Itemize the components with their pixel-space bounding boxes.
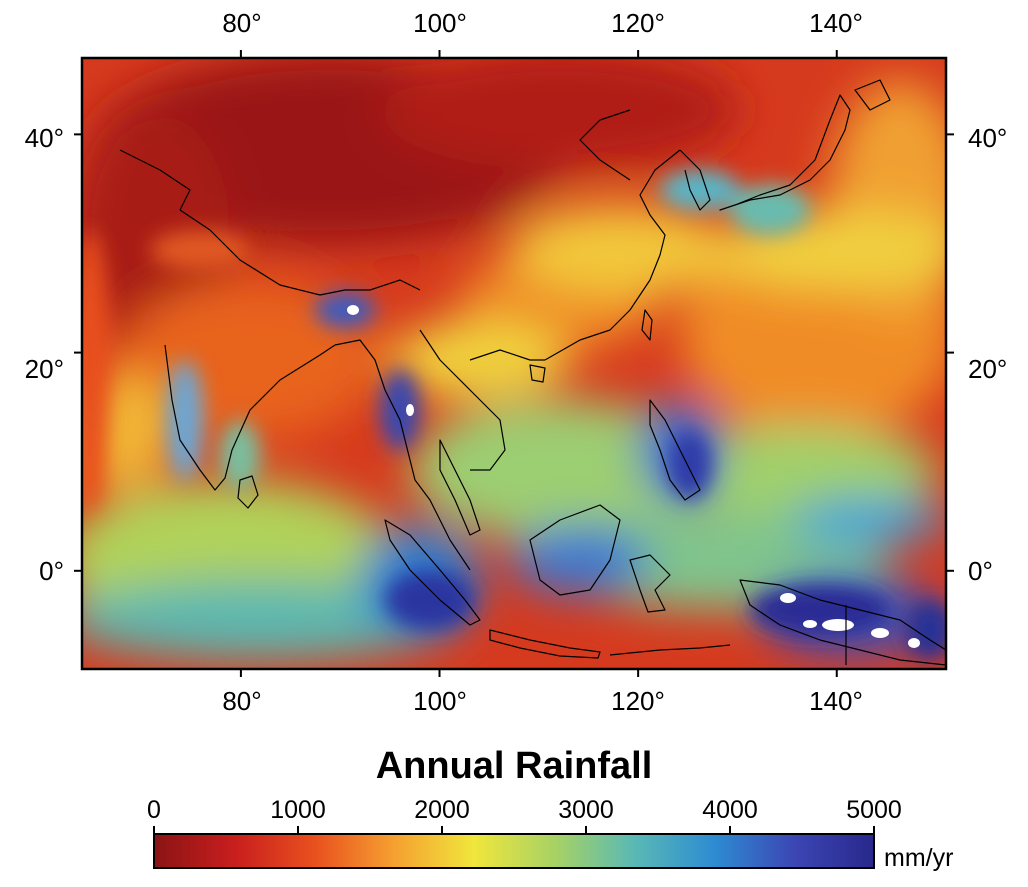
colorbar-unit: mm/yr	[884, 844, 954, 872]
colorbar-tick-3000: 3000	[558, 796, 614, 824]
lat-label-right-0: 0°	[968, 556, 993, 586]
lon-label-bottom-120: 120°	[611, 686, 665, 716]
colorbar-tick-2000: 2000	[414, 796, 470, 824]
lat-label-left-0: 0°	[39, 556, 64, 586]
lon-label-top-100: 100°	[413, 8, 467, 38]
colorbar-tick-5000: 5000	[846, 796, 902, 824]
colorbar-tick-4000: 4000	[702, 796, 758, 824]
coastlines	[119, 79, 946, 666]
map-title: Annual Rainfall	[375, 745, 653, 787]
lon-label-top-120: 120°	[611, 8, 665, 38]
lat-label-right-40: 40°	[968, 123, 1008, 153]
lat-label-left-40: 40°	[24, 123, 64, 153]
colorbar-ticks	[153, 826, 875, 834]
graticule-ticks	[74, 50, 954, 677]
lon-label-bottom-80: 80°	[222, 686, 262, 716]
colorbar-scale	[153, 833, 875, 869]
colorbar-tick-0: 0	[147, 796, 161, 824]
lon-label-bottom-140: 140°	[809, 686, 863, 716]
rainfall-field	[82, 58, 946, 669]
rainfall-map	[74, 50, 954, 677]
map-frame	[80, 56, 948, 671]
colorbar-tick-1000: 1000	[270, 796, 326, 824]
lon-label-top-140: 140°	[809, 8, 863, 38]
lat-label-right-20: 20°	[968, 354, 1008, 384]
lon-label-bottom-100: 100°	[413, 686, 467, 716]
lat-label-left-20: 20°	[24, 354, 64, 384]
lon-label-top-80: 80°	[222, 8, 262, 38]
